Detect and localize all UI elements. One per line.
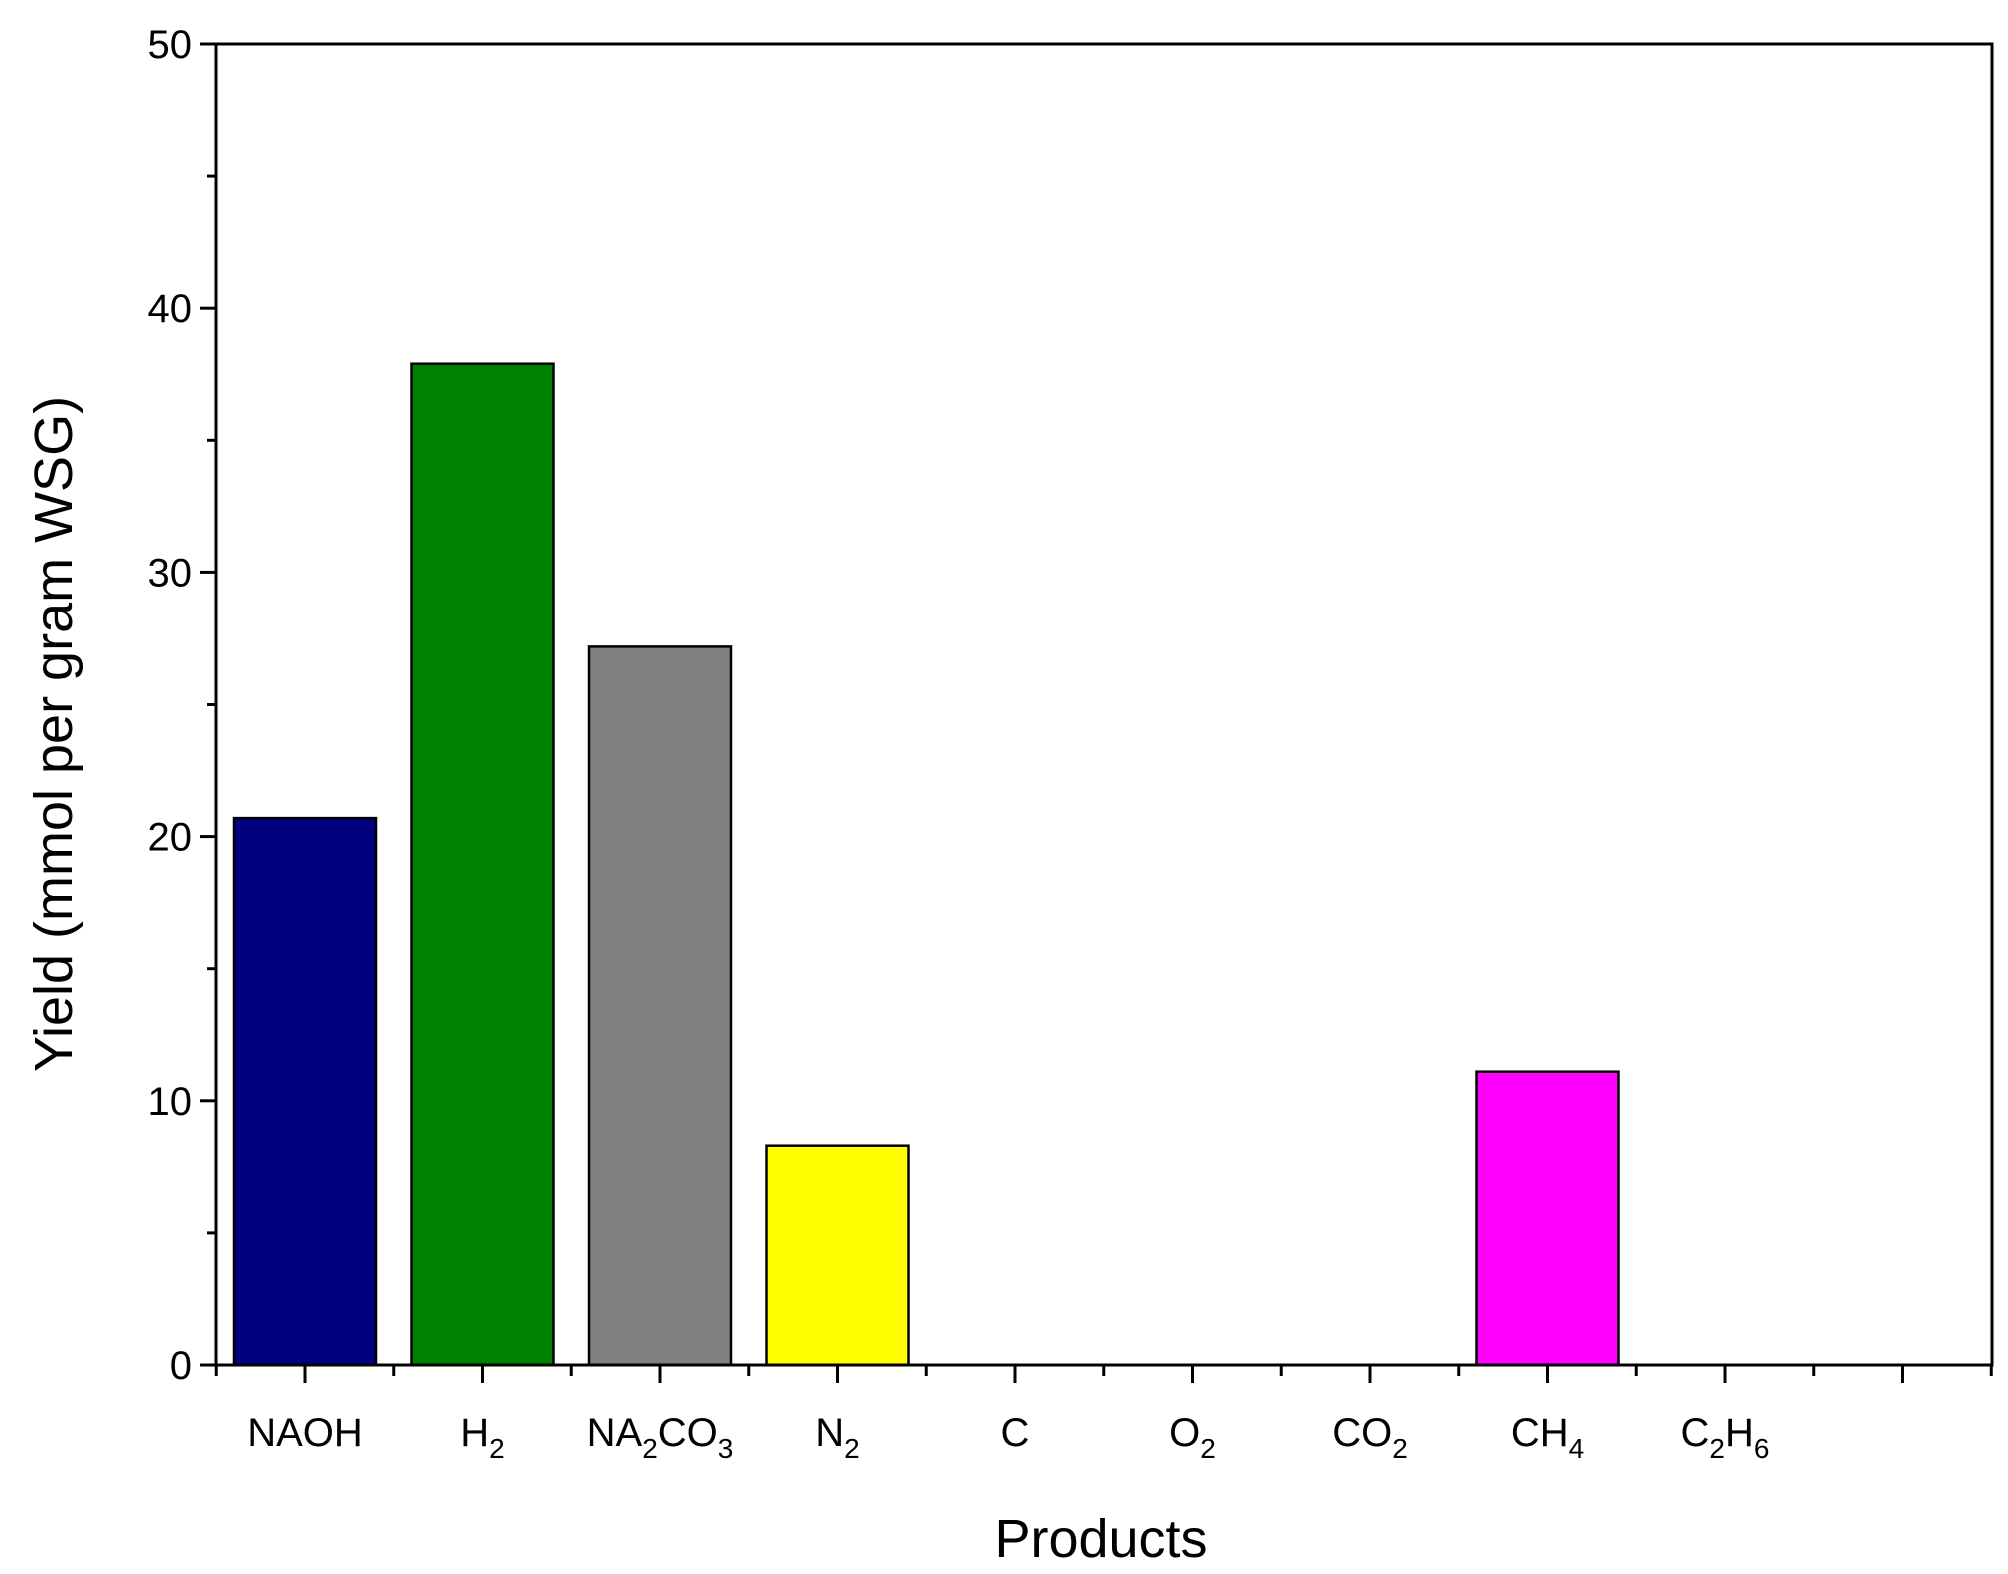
y-tick-label: 50 [148, 23, 193, 67]
x-tick-label-h2: H2 [460, 1411, 504, 1464]
axes-layer [200, 42, 1994, 1383]
x-tick-label-o2: O2 [1169, 1411, 1216, 1464]
x-tick-label-ch4: CH4 [1511, 1411, 1584, 1464]
y-tick-label: 40 [148, 287, 193, 331]
x-tick-label-co2: CO2 [1332, 1411, 1408, 1464]
bar-naoh [232, 816, 378, 1367]
bar-ch4 [1475, 1070, 1620, 1367]
y-tick-label: 10 [148, 1080, 193, 1124]
x-tick-label-c2h6: C2H6 [1681, 1411, 1770, 1464]
bars-layer [232, 362, 1620, 1367]
y-tick-label: 20 [148, 816, 193, 860]
x-tick-label-n2: N2 [815, 1411, 859, 1464]
x-tick-label-naoh: NAOH [247, 1411, 363, 1455]
x-tick-label-c: C [1001, 1411, 1030, 1455]
bar-na2co3 [587, 645, 733, 1367]
x-tick-label-na2co3: NA2CO3 [587, 1411, 734, 1464]
y-tick-label: 30 [148, 551, 193, 595]
y-axis-title: Yield (mmol per gram WSG) [24, 396, 84, 1072]
y-tick-label: 0 [170, 1344, 192, 1388]
x-axis-title: Products [994, 1509, 1207, 1569]
bar-n2 [765, 1144, 910, 1367]
bar-h2 [410, 362, 555, 1367]
